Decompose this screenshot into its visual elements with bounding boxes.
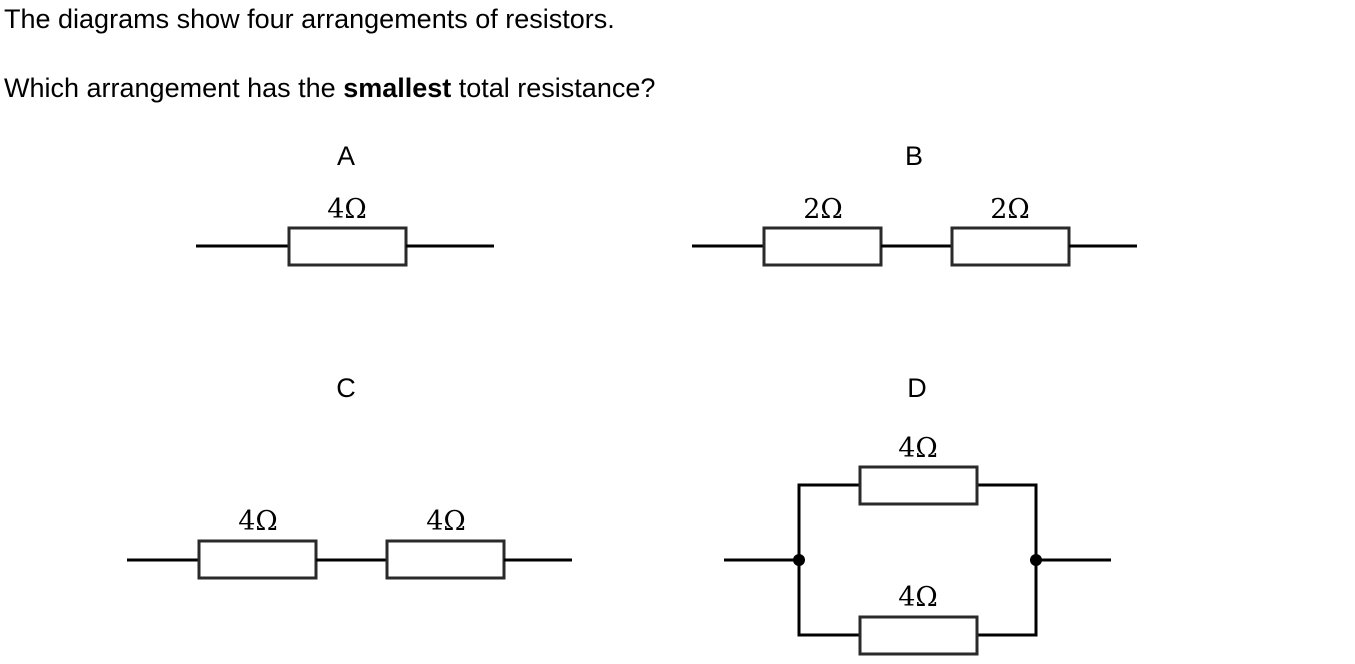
arrangement-d-wire-left-branch	[797, 483, 860, 637]
arrangement-d-resistor-1	[858, 465, 979, 506]
arrangement-d-resistor-2-value: 4Ω	[898, 582, 938, 613]
arrangement-d-resistor-2	[858, 615, 979, 656]
arrangement-d-junction-left	[793, 554, 805, 566]
arrangement-c-resistor-1-value: 4Ω	[238, 506, 278, 537]
arrangement-c-resistor-2	[385, 539, 506, 580]
arrangement-b-resistor-2	[950, 226, 1071, 267]
arrangement-a-resistor-1-value: 4Ω	[327, 194, 367, 225]
arrangement-c-resistor-2-value: 4Ω	[426, 506, 466, 537]
prompt-end: total resistance?	[451, 73, 656, 103]
arrangement-a: A 4Ω	[196, 141, 494, 267]
arrangement-d-label: D	[907, 373, 927, 403]
arrangement-b-resistor-1-value: 2Ω	[803, 194, 843, 225]
arrangement-d-wire-right-branch	[977, 483, 1038, 637]
arrangement-b-resistor-2-value: 2Ω	[990, 194, 1030, 225]
arrangement-d-resistor-1-value: 4Ω	[898, 433, 938, 464]
arrangement-b: B 2Ω 2Ω	[692, 141, 1137, 267]
prompt-emphasis: smallest	[343, 73, 452, 103]
question-prompt: Which arrangement has the smallest total…	[4, 73, 655, 104]
arrangement-d-junction-right	[1030, 554, 1042, 566]
arrangement-d: D 4Ω 4Ω	[724, 373, 1111, 656]
prompt-start: Which arrangement has the	[4, 73, 344, 103]
arrangement-b-resistor-1	[762, 226, 883, 267]
arrangement-c-label: C	[336, 373, 356, 403]
arrangement-a-resistor-1	[287, 226, 408, 267]
arrangement-b-label: B	[905, 141, 923, 171]
question-intro: The diagrams show four arrangements of r…	[4, 4, 615, 34]
arrangement-c-resistor-1	[197, 539, 318, 580]
arrangement-c: C 4Ω 4Ω	[127, 373, 572, 580]
arrangement-a-label: A	[337, 141, 355, 171]
